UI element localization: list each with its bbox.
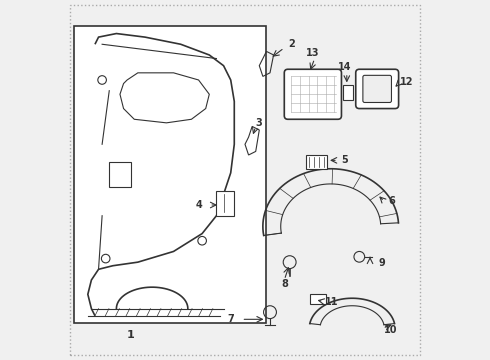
- Text: 11: 11: [325, 297, 339, 307]
- Text: 4: 4: [196, 200, 202, 210]
- Circle shape: [101, 254, 110, 263]
- Text: 13: 13: [306, 48, 319, 58]
- FancyBboxPatch shape: [343, 85, 353, 100]
- Text: 14: 14: [338, 63, 352, 72]
- Text: 7: 7: [227, 314, 234, 324]
- Text: 1: 1: [127, 330, 135, 341]
- Text: 8: 8: [281, 279, 288, 289]
- Text: 5: 5: [342, 156, 348, 165]
- Circle shape: [98, 76, 106, 84]
- Text: 9: 9: [379, 258, 386, 268]
- FancyBboxPatch shape: [217, 191, 234, 216]
- FancyBboxPatch shape: [363, 75, 392, 103]
- FancyBboxPatch shape: [74, 26, 267, 323]
- Text: 6: 6: [388, 197, 394, 206]
- FancyBboxPatch shape: [284, 69, 342, 119]
- Text: 3: 3: [256, 118, 263, 128]
- FancyBboxPatch shape: [306, 155, 327, 169]
- Circle shape: [198, 237, 206, 245]
- Text: 2: 2: [288, 39, 294, 49]
- FancyBboxPatch shape: [356, 69, 398, 109]
- FancyBboxPatch shape: [109, 162, 131, 187]
- Text: 10: 10: [384, 325, 398, 335]
- FancyBboxPatch shape: [310, 294, 326, 304]
- Text: 12: 12: [400, 77, 414, 87]
